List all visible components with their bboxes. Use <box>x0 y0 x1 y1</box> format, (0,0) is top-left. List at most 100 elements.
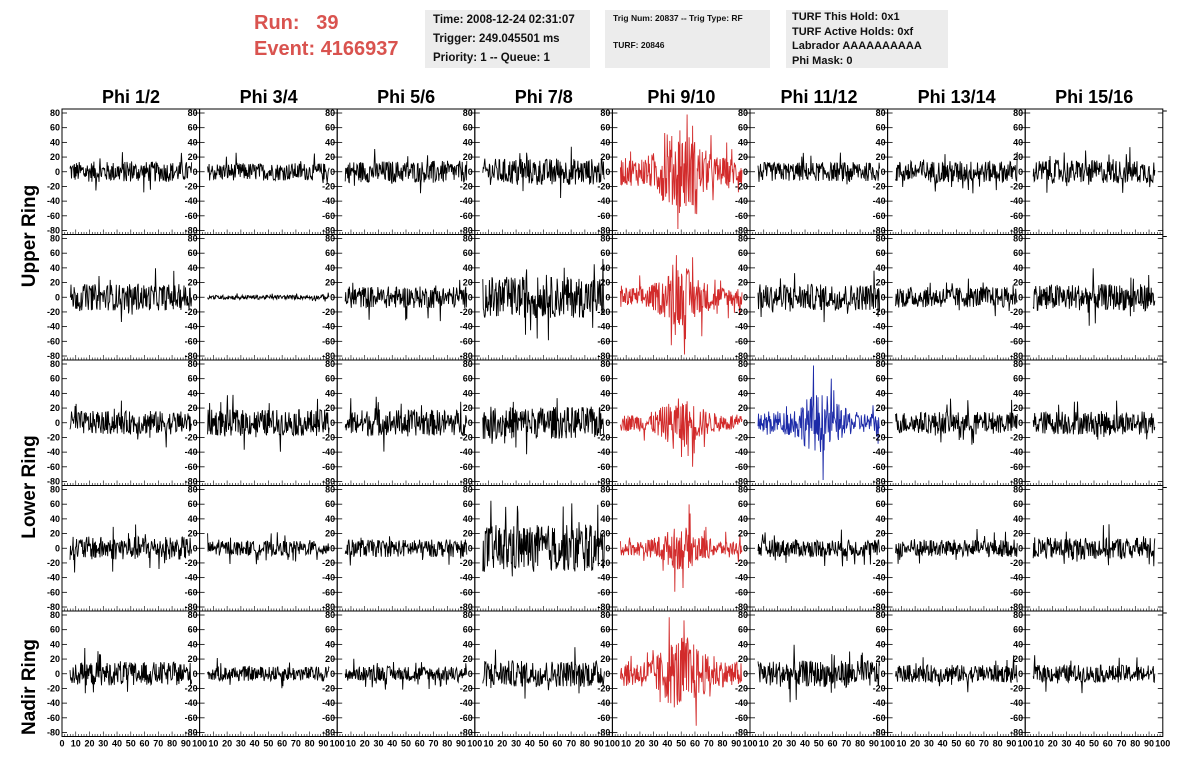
y-tick-label: -40 <box>597 447 610 457</box>
waveform-panel-r4-c5: 80 60 40 20 0 -20 -40 -60 -80 <box>597 485 751 612</box>
y-tick-label: 60 <box>50 248 60 258</box>
y-tick-label: 0 <box>468 167 473 177</box>
x-tick-label: 90 <box>318 739 328 749</box>
y-tick-label: 40 <box>876 388 886 398</box>
y-tick-label: 0 <box>468 418 473 428</box>
y-tick-label: 0 <box>193 418 198 428</box>
event-value: 4166937 <box>320 38 399 60</box>
x-tick-label: 30 <box>98 739 108 749</box>
y-tick-label: -60 <box>47 336 60 346</box>
x-tick-label: 40 <box>662 739 672 749</box>
y-tick-label: -60 <box>597 336 610 346</box>
y-tick-label: 20 <box>1013 278 1023 288</box>
y-tick-label: -40 <box>735 322 748 332</box>
y-tick-label: -80 <box>597 477 610 487</box>
y-tick-label: 60 <box>463 123 473 133</box>
y-tick-label: -80 <box>597 728 610 738</box>
y-tick-label: -20 <box>873 307 886 317</box>
x-tick-label: 40 <box>387 739 397 749</box>
waveform-trace <box>482 146 605 199</box>
x-tick-label: 40 <box>1075 739 1085 749</box>
waveform-panel-r2-c5: 80 60 40 20 0 -20 -40 -60 -80 <box>597 234 751 361</box>
waveform-trace <box>344 279 468 322</box>
waveform-panel-r2-c2: 80 60 40 20 0 -20 -40 -60 -80 <box>185 234 338 361</box>
y-tick-label: -40 <box>873 322 886 332</box>
y-tick-label: -80 <box>873 226 886 236</box>
trig-num-text: Trig Num: 20837 -- Trig Type: RF <box>613 13 743 23</box>
y-tick-label: 40 <box>325 263 335 273</box>
y-tick-label: -40 <box>735 447 748 457</box>
y-tick-label: 20 <box>188 278 198 288</box>
x-tick-label: 90 <box>456 739 466 749</box>
waveform-trace <box>619 617 743 726</box>
y-tick-label: -80 <box>185 226 198 236</box>
y-tick-label: 40 <box>325 639 335 649</box>
x-tick-label: 100 <box>1155 739 1170 749</box>
y-tick-label: -80 <box>1010 602 1023 612</box>
y-tick-label: 80 <box>50 359 60 369</box>
x-tick-label: 10 <box>1034 739 1044 749</box>
y-tick-label: 40 <box>600 388 610 398</box>
y-tick-label: 80 <box>1013 359 1023 369</box>
waveform-trace <box>757 270 881 323</box>
y-tick-label: -60 <box>1010 713 1023 723</box>
x-tick-label: 90 <box>1006 739 1016 749</box>
y-tick-label: 60 <box>738 499 748 509</box>
y-tick-label: 40 <box>876 263 886 273</box>
y-tick-label: 80 <box>50 234 60 244</box>
waveform-panel-r3-c3: 80 60 40 20 0 -20 -40 -60 -80 <box>322 359 476 487</box>
y-tick-label: -20 <box>322 558 335 568</box>
y-tick-label: -80 <box>735 728 748 738</box>
x-tick-label: 60 <box>277 739 287 749</box>
y-tick-label: 0 <box>605 292 610 302</box>
y-tick-label: 60 <box>600 499 610 509</box>
waveform-trace <box>1032 400 1156 440</box>
y-tick-label: 60 <box>876 123 886 133</box>
y-tick-label: 20 <box>188 403 198 413</box>
y-tick-label: 60 <box>325 123 335 133</box>
y-tick-label: -80 <box>322 226 335 236</box>
y-tick-label: 20 <box>1013 152 1023 162</box>
waveform-trace <box>207 532 330 565</box>
y-tick-label: 0 <box>1018 669 1023 679</box>
y-tick-label: -40 <box>597 322 610 332</box>
y-tick-label: 20 <box>188 654 198 664</box>
x-tick-label: 70 <box>704 739 714 749</box>
y-tick-label: 0 <box>55 669 60 679</box>
x-tick-label: 90 <box>1144 739 1154 749</box>
x-tick-label: 60 <box>1103 739 1113 749</box>
y-tick-label: -40 <box>735 196 748 206</box>
x-tick-label: 80 <box>580 739 590 749</box>
waveform-panel-r3-c8: 80 60 40 20 0 -20 -40 -60 -80 <box>1010 359 1164 487</box>
y-tick-label: -80 <box>1010 728 1023 738</box>
y-tick-label: 60 <box>1013 499 1023 509</box>
y-tick-label: -20 <box>460 683 473 693</box>
y-tick-label: 20 <box>50 403 60 413</box>
y-tick-label: -60 <box>735 336 748 346</box>
y-tick-label: 20 <box>188 529 198 539</box>
y-tick-label: -60 <box>735 587 748 597</box>
y-tick-label: -60 <box>1010 587 1023 597</box>
y-tick-label: 20 <box>325 654 335 664</box>
y-tick-label: 0 <box>55 418 60 428</box>
y-tick-label: -80 <box>47 477 60 487</box>
y-tick-label: 80 <box>1013 485 1023 495</box>
y-tick-label: -40 <box>47 196 60 206</box>
x-tick-label: 100 <box>1018 739 1033 749</box>
y-tick-label: 60 <box>50 123 60 133</box>
y-tick-label: -20 <box>460 558 473 568</box>
y-tick-label: -40 <box>47 698 60 708</box>
y-tick-label: -20 <box>322 683 335 693</box>
y-tick-label: 20 <box>463 278 473 288</box>
phi-header-8: Phi 15/16 <box>1055 87 1134 107</box>
x-tick-label: 40 <box>525 739 535 749</box>
y-tick-label: 80 <box>463 234 473 244</box>
y-tick-label: -60 <box>185 587 198 597</box>
waveform-trace <box>619 255 743 355</box>
phi-header-3: Phi 5/6 <box>377 87 436 107</box>
y-tick-label: 40 <box>600 137 610 147</box>
waveform-trace <box>895 151 1018 194</box>
x-tick-label: 90 <box>181 739 191 749</box>
y-tick-label: -60 <box>735 462 748 472</box>
y-tick-label: 60 <box>738 625 748 635</box>
